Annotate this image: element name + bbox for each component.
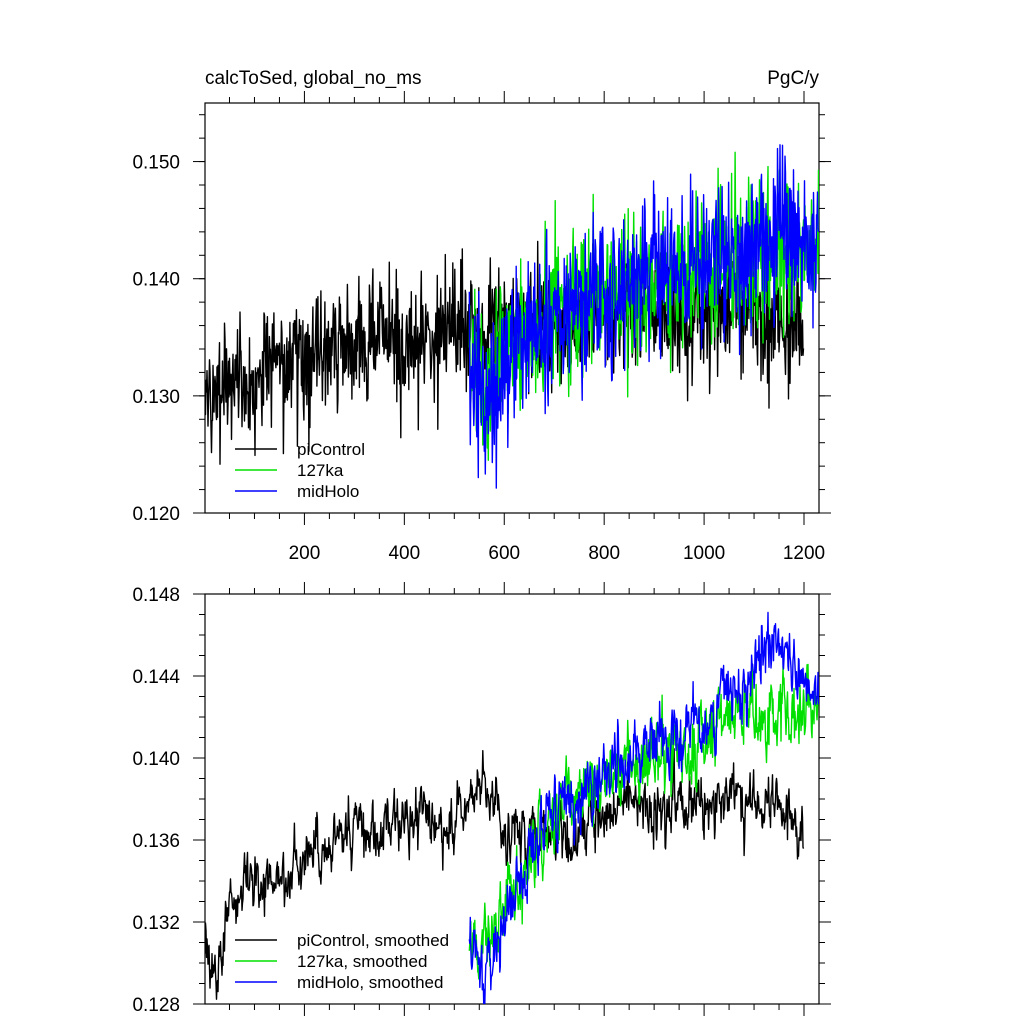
series-line-midholo-smoothed [468,611,819,1004]
legend-label-picontrol-smoothed: piControl, smoothed [297,931,449,950]
top-legend: piControl 127ka midHolo [235,440,365,501]
y-tick-label: 0.120 [132,504,180,525]
bottom-series-lines [205,611,819,1004]
bottom-legend: piControl, smoothed 127ka, smoothed midHol… [235,931,449,992]
bottom-axis-ticks: 0.128 0.132 0.136 0.140 0.144 0.148 [132,582,831,1016]
y-tick-label: 0.128 [132,995,180,1016]
series-line-picontrol-smoothed [205,748,805,1000]
top-chart: calcToSed, global_no_ms PgC/y 200 400 600 8… [132,68,831,564]
legend-label-127ka: 127ka [297,461,344,480]
x-tick-label: 1200 [783,543,825,564]
series-line-picontrol [205,219,805,465]
top-series-lines [205,144,819,489]
top-plot-frame [204,102,820,514]
y-tick-label: 0.144 [132,667,180,688]
y-tick-label: 0.148 [132,585,180,606]
x-tick-label: 600 [488,543,520,564]
bottom-chart: 0.128 0.132 0.136 0.140 0.144 0.148 piControl… [132,582,831,1016]
y-tick-label: 0.140 [132,749,180,770]
legend-label-midholo: midHolo [297,482,359,501]
x-tick-label: 200 [289,543,321,564]
top-axis-ticks: 200 400 600 800 1000 1200 0.120 0.130 0.140 0.150 [132,91,831,564]
top-chart-units: PgC/y [767,68,819,89]
legend-label-127ka-smoothed: 127ka, smoothed [297,952,427,971]
series-line-midholo [468,144,819,489]
y-tick-label: 0.132 [132,913,180,934]
legend-label-midholo-smoothed: midHolo, smoothed [297,973,443,992]
x-tick-label: 400 [388,543,420,564]
y-tick-label: 0.150 [132,153,180,174]
y-tick-label: 0.140 [132,270,180,291]
x-tick-label: 1000 [683,543,725,564]
y-tick-label: 0.136 [132,831,180,852]
x-tick-label: 800 [588,543,620,564]
y-tick-label: 0.130 [132,387,180,408]
top-chart-title: calcToSed, global_no_ms [205,68,422,89]
legend-label-picontrol: piControl [297,440,365,459]
